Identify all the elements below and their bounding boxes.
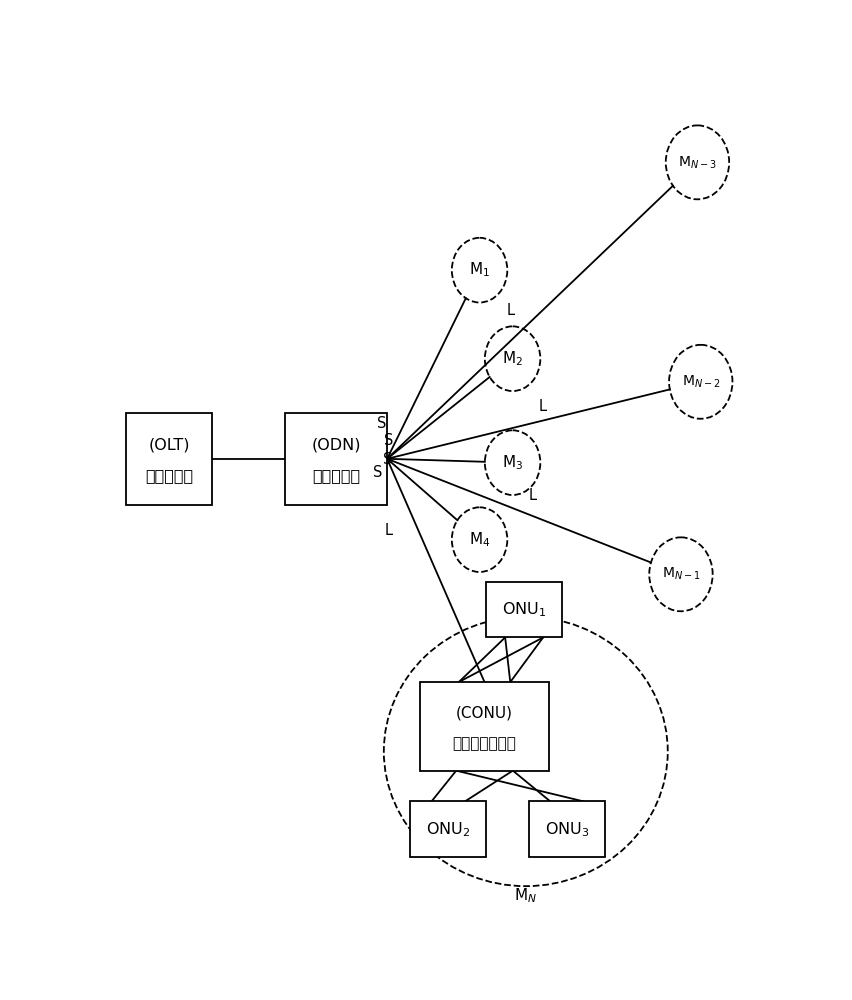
Text: L: L (528, 488, 536, 503)
Text: ONU$_2$: ONU$_2$ (426, 820, 470, 839)
FancyBboxPatch shape (420, 682, 549, 771)
Text: L: L (384, 523, 393, 538)
Text: L: L (538, 399, 547, 414)
FancyBboxPatch shape (486, 582, 562, 637)
Text: M$_{N-3}$: M$_{N-3}$ (678, 154, 717, 171)
Text: M$_N$: M$_N$ (515, 886, 538, 905)
Text: M$_{N-1}$: M$_{N-1}$ (662, 566, 700, 582)
Text: ONU$_3$: ONU$_3$ (544, 820, 590, 839)
Text: (ODN): (ODN) (311, 437, 360, 452)
Text: L: L (506, 303, 515, 318)
Text: 光配线网络: 光配线网络 (312, 468, 360, 483)
Text: ONU$_1$: ONU$_1$ (502, 600, 546, 619)
Text: S: S (373, 465, 383, 480)
Text: S: S (384, 433, 394, 448)
Text: M$_1$: M$_1$ (469, 261, 490, 279)
Text: M$_4$: M$_4$ (469, 530, 490, 549)
FancyBboxPatch shape (285, 413, 387, 505)
Text: S: S (377, 416, 386, 431)
Text: 中心光网络单元: 中心光网络单元 (452, 736, 516, 751)
Text: (OLT): (OLT) (148, 437, 190, 452)
Text: M$_2$: M$_2$ (502, 349, 523, 368)
FancyBboxPatch shape (126, 413, 212, 505)
FancyBboxPatch shape (411, 801, 486, 857)
Text: 光链路终端: 光链路终端 (145, 468, 193, 483)
Text: S: S (383, 452, 392, 467)
Text: M$_3$: M$_3$ (502, 453, 523, 472)
Text: (CONU): (CONU) (456, 705, 513, 720)
Text: M$_{N-2}$: M$_{N-2}$ (682, 374, 720, 390)
FancyBboxPatch shape (529, 801, 605, 857)
